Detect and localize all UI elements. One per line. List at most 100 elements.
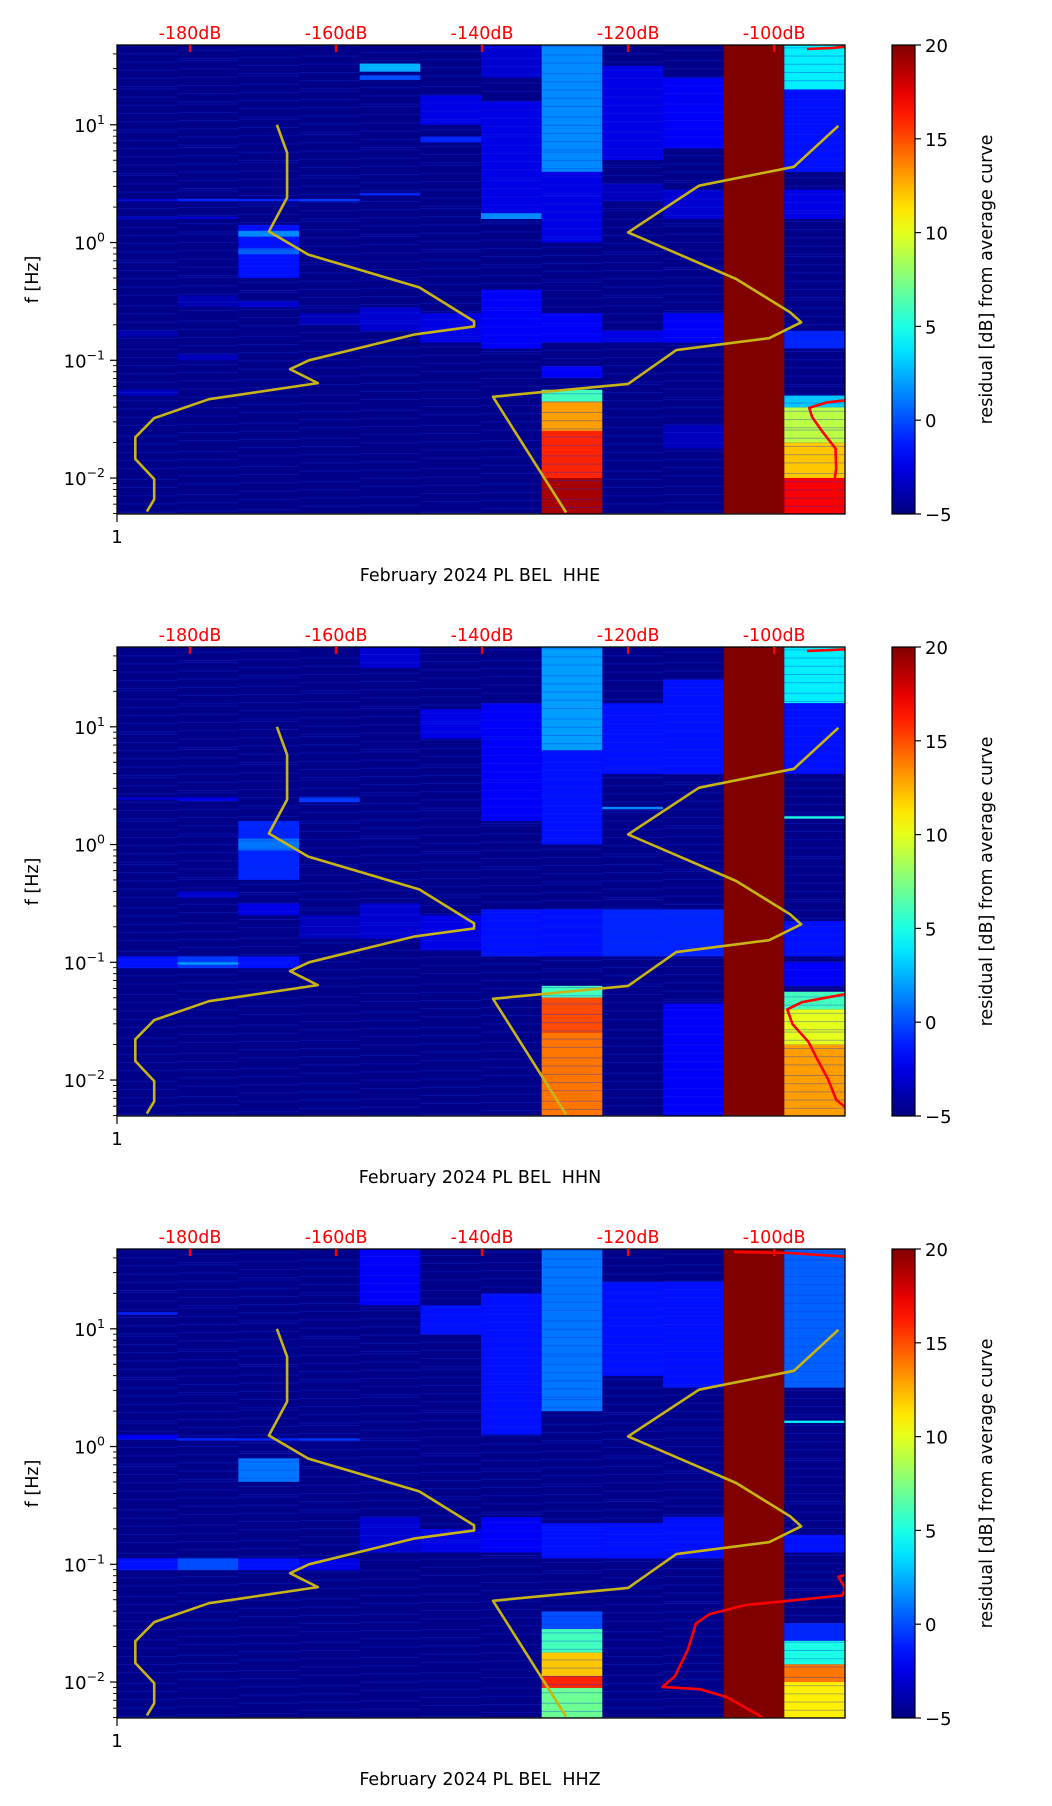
- heatmap-stripe: [420, 284, 481, 286]
- heatmap-stripe: [420, 991, 481, 993]
- heatmap-cell: [117, 198, 179, 202]
- heatmap-stripe: [663, 268, 724, 270]
- heatmap-stripe: [117, 356, 178, 358]
- heatmap-stripe: [602, 733, 663, 735]
- heatmap-stripe: [117, 88, 178, 90]
- heatmap-stripe: [541, 1108, 603, 1110]
- heatmap-stripe: [663, 1549, 724, 1551]
- heatmap-stripe: [420, 137, 481, 139]
- heatmap-stripe: [299, 863, 360, 865]
- heatmap-stripe: [117, 777, 178, 779]
- heatmap-stripe: [784, 427, 845, 429]
- heatmap-stripe: [784, 1649, 845, 1651]
- heatmap-stripe: [663, 957, 724, 959]
- station-curve: [661, 1573, 845, 1718]
- heatmap-stripe: [541, 498, 603, 500]
- heatmap-stripe: [784, 1579, 845, 1581]
- heatmap-stripe: [299, 1511, 360, 1513]
- heatmap-stripe: [359, 802, 421, 804]
- heatmap-cell: [177, 354, 239, 361]
- heatmap-stripe: [299, 1501, 360, 1503]
- heatmap-stripe: [481, 1451, 542, 1453]
- heatmap-stripe: [602, 1552, 663, 1554]
- heatmap-stripe: [299, 1449, 360, 1451]
- heatmap-stripe: [541, 176, 603, 178]
- heatmap-stripe: [481, 1660, 542, 1662]
- heatmap-stripe: [481, 971, 542, 973]
- heatmap-stripe: [359, 60, 421, 62]
- heatmap-stripe: [238, 308, 299, 310]
- heatmap-stripe: [299, 1346, 360, 1348]
- heatmap-stripe: [177, 1042, 239, 1044]
- heatmap-stripe: [541, 1483, 603, 1485]
- heatmap-stripe: [784, 934, 845, 936]
- heatmap-stripe: [117, 923, 178, 925]
- heatmap-stripe: [663, 510, 724, 512]
- heatmap-stripe: [359, 149, 421, 151]
- heatmap-stripe: [663, 1324, 724, 1326]
- heatmap-cell: [602, 1523, 664, 1559]
- heatmap-stripe: [541, 821, 603, 823]
- heatmap-stripe: [481, 136, 542, 138]
- panel-title: February 2024 PL BEL HHZ: [359, 1770, 600, 1790]
- heatmap-stripe: [663, 1472, 724, 1474]
- heatmap-stripe: [238, 824, 299, 826]
- heatmap-stripe: [177, 670, 239, 672]
- heatmap-cell: [117, 956, 179, 969]
- heatmap-stripe: [541, 1046, 603, 1048]
- heatmap-stripe: [359, 1638, 421, 1640]
- heatmap-stripe: [117, 793, 178, 795]
- heatmap-stripe: [299, 1649, 360, 1651]
- heatmap-stripe: [177, 757, 239, 759]
- heatmap-stripe: [238, 159, 299, 161]
- heatmap-stripe: [784, 926, 845, 928]
- heatmap-stripe: [663, 136, 724, 138]
- heatmap-stripe: [117, 845, 178, 847]
- heatmap-stripe: [117, 451, 178, 453]
- heatmap-stripe: [784, 831, 845, 833]
- heatmap-stripe: [299, 1579, 360, 1581]
- heatmap-stripe: [602, 1018, 663, 1020]
- heatmap-stripe: [541, 1355, 603, 1357]
- heatmap-stripe: [663, 784, 724, 786]
- colorbar-tick-label: 5: [925, 1521, 936, 1542]
- heatmap-stripe: [481, 429, 542, 431]
- heatmap-stripe: [663, 705, 724, 707]
- heatmap-stripe: [299, 220, 360, 222]
- heatmap-stripe: [117, 679, 178, 681]
- heatmap-stripe: [177, 1567, 239, 1569]
- heatmap-stripe: [784, 1259, 845, 1261]
- heatmap-stripe: [602, 297, 663, 299]
- heatmap-stripe: [784, 1468, 845, 1470]
- heatmap-stripe: [238, 246, 299, 248]
- heatmap-stripe: [420, 414, 481, 416]
- heatmap-stripe: [663, 938, 724, 940]
- heatmap-stripe: [663, 320, 724, 322]
- heatmap-stripe: [784, 55, 845, 57]
- heatmap-stripe: [541, 699, 603, 701]
- heatmap-stripe: [481, 204, 542, 206]
- heatmap-stripe: [117, 698, 178, 700]
- heatmap-stripe: [602, 121, 663, 123]
- heatmap-stripe: [481, 1023, 542, 1025]
- heatmap-stripe: [420, 1306, 481, 1308]
- heatmap-stripe: [359, 1011, 421, 1013]
- heatmap-stripe: [117, 1002, 178, 1004]
- heatmap-stripe: [481, 134, 542, 136]
- heatmap-stripe: [481, 1348, 542, 1350]
- heatmap-cell: [602, 183, 664, 202]
- heatmap-stripe: [541, 341, 603, 343]
- heatmap-stripe: [481, 1321, 542, 1323]
- heatmap-stripe: [541, 227, 603, 229]
- heatmap-stripe: [238, 151, 299, 153]
- heatmap-stripe: [299, 725, 360, 727]
- heatmap-stripe: [359, 1526, 421, 1528]
- colorbar-label: residual [dB] from average curve: [977, 135, 997, 425]
- heatmap-stripe: [359, 233, 421, 235]
- heatmap-stripe: [602, 812, 663, 814]
- heatmap-stripe: [663, 147, 724, 149]
- heatmap-stripe: [238, 1599, 299, 1601]
- heatmap-stripe: [177, 388, 239, 390]
- heatmap-stripe: [238, 851, 299, 853]
- heatmap-stripe: [663, 895, 724, 897]
